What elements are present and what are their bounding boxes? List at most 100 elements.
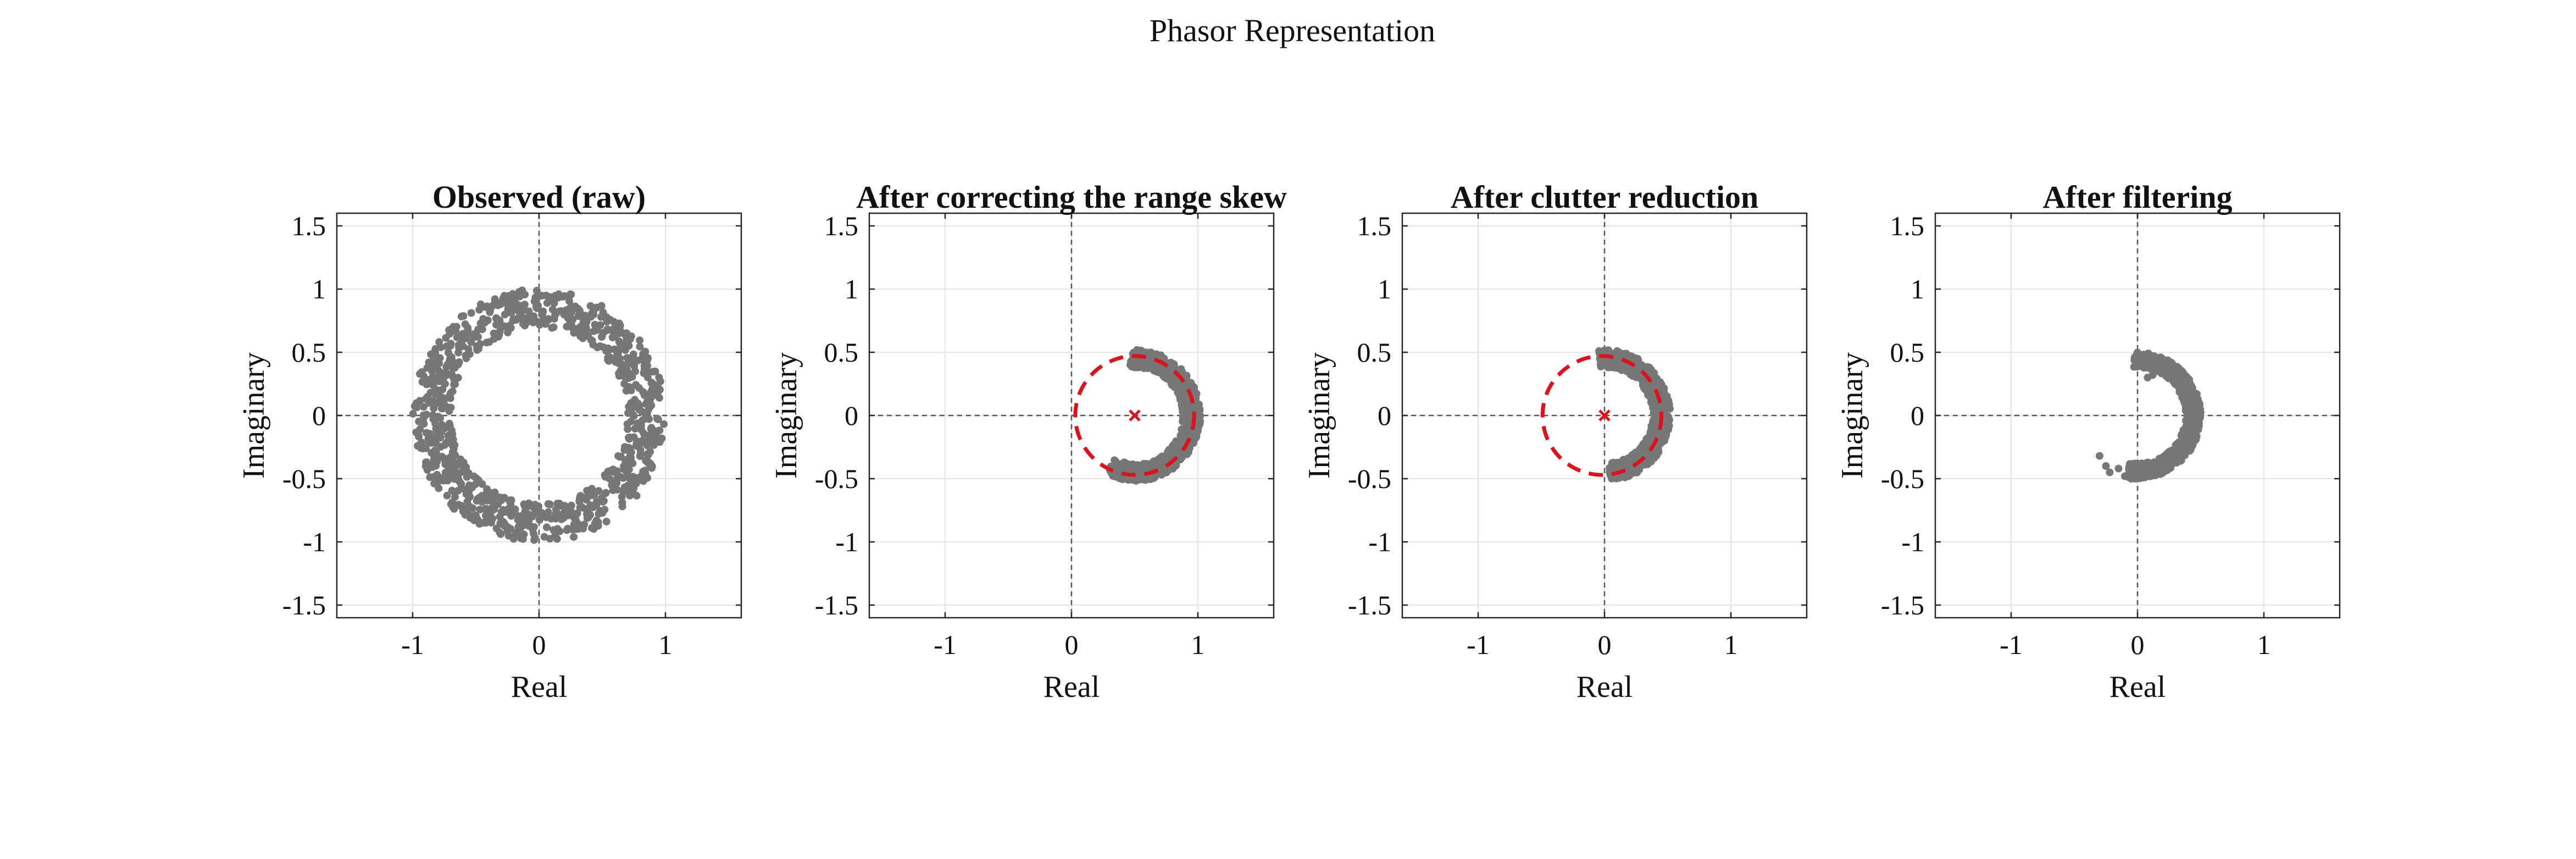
scatter-point xyxy=(655,373,663,381)
scatter-point xyxy=(447,500,455,508)
scatter-point xyxy=(1647,422,1656,430)
scatter-point xyxy=(568,317,576,325)
scatter-point xyxy=(2145,357,2153,365)
scatter-point xyxy=(1664,397,1673,405)
scatter-point xyxy=(482,339,491,347)
scatter-point xyxy=(459,312,468,320)
scatter-point xyxy=(620,369,628,378)
scatter-point xyxy=(423,466,431,474)
scatter-point xyxy=(454,473,462,481)
subplot-2: -1 0 1 1.5 1 0.5 0 -0.5 -1 -1.5 Real Imaginary After… xyxy=(769,179,1287,704)
x-axis-label: Real xyxy=(1043,670,1100,704)
scatter-point xyxy=(1175,436,1184,445)
scatter-point xyxy=(538,512,546,520)
scatter-point xyxy=(425,399,434,407)
scatter-point xyxy=(517,534,525,542)
scatter-point xyxy=(655,394,663,402)
scatter-point xyxy=(1185,431,1193,439)
scatter-point xyxy=(1120,474,1128,483)
scatter-point xyxy=(526,501,534,508)
scatter-point xyxy=(1187,383,1195,391)
scatter-point xyxy=(599,343,608,351)
scatter-point xyxy=(1180,398,1188,407)
scatter-point xyxy=(461,320,469,328)
scatter-point xyxy=(530,529,537,537)
scatter-point xyxy=(548,324,556,332)
scatter-point xyxy=(1650,405,1658,413)
scatter-point xyxy=(482,517,490,525)
scatter-point xyxy=(448,486,456,495)
scatter-point xyxy=(415,433,423,441)
scatter-point xyxy=(501,322,509,330)
scatter-point xyxy=(519,320,527,328)
scatter-point xyxy=(446,465,454,474)
scatter-point xyxy=(543,523,551,531)
y-tick-label: 0.5 xyxy=(1890,337,1925,368)
scatter-point xyxy=(485,506,493,514)
scatter-point xyxy=(476,519,484,527)
scatter-point xyxy=(643,368,652,376)
scatter-point xyxy=(2178,440,2186,448)
scatter-point xyxy=(540,315,548,323)
scatter-point xyxy=(576,492,585,500)
scatter-point xyxy=(449,435,457,444)
scatter-point xyxy=(470,472,478,480)
scatter-point xyxy=(536,321,544,329)
scatter-point xyxy=(636,342,644,351)
scatter-point xyxy=(501,311,509,319)
scatter-point xyxy=(1144,463,1152,472)
scatter-point xyxy=(511,505,519,513)
scatter-point xyxy=(416,370,424,378)
scatter-point xyxy=(2172,445,2180,453)
y-tick-label: -0.5 xyxy=(815,463,858,494)
x-tick-label: 1 xyxy=(1191,629,1205,660)
scatter-point xyxy=(459,342,467,350)
scatter-point xyxy=(582,325,591,334)
scatter-point xyxy=(543,299,551,307)
scatter-point xyxy=(454,348,463,357)
scatter-point xyxy=(443,491,451,500)
scatter-point xyxy=(1644,451,1652,459)
scatter-point xyxy=(478,480,486,488)
scatter-point xyxy=(637,473,646,481)
scatter-point xyxy=(2156,353,2164,362)
scatter-point xyxy=(618,502,626,511)
scatter-point xyxy=(463,473,471,481)
scatter-point xyxy=(557,511,565,519)
scatter-point xyxy=(601,471,609,479)
scatter-point xyxy=(539,307,547,315)
scatter-point xyxy=(2175,377,2183,385)
scatter-point xyxy=(629,411,637,419)
scatter-point xyxy=(448,448,457,456)
scatter-point xyxy=(445,348,452,357)
scatter-point xyxy=(486,305,495,313)
subplots: -1 0 1 1.5 1 0.5 0 -0.5 -1 -1.5 Real Imaginary Obser… xyxy=(237,179,2341,704)
scatter-point xyxy=(440,394,448,402)
scatter-point xyxy=(1167,363,1175,372)
scatter-point xyxy=(497,530,505,538)
scatter-point xyxy=(431,362,439,370)
y-tick-label: 0 xyxy=(845,400,858,431)
scatter-series xyxy=(409,286,668,544)
scatter-point xyxy=(2096,452,2103,460)
scatter-point xyxy=(492,314,501,323)
scatter-point xyxy=(529,318,537,326)
scatter-point xyxy=(2128,464,2136,473)
y-tick-label: 0 xyxy=(312,400,326,431)
y-tick-label: 1.5 xyxy=(1890,210,1925,241)
scatter-point xyxy=(647,392,656,400)
scatter-point xyxy=(2138,352,2146,360)
scatter-point xyxy=(1193,427,1202,435)
scatter-point xyxy=(489,492,497,500)
scatter-point xyxy=(612,331,620,339)
x-axis-label: Real xyxy=(511,670,568,704)
scatter-point xyxy=(636,452,644,461)
scatter-point xyxy=(2179,426,2188,434)
scatter-point xyxy=(2161,460,2169,468)
scatter-point xyxy=(492,524,501,533)
y-axis-label: Imaginary xyxy=(1835,352,1869,479)
scatter-point xyxy=(416,397,424,405)
scatter-point xyxy=(553,500,562,508)
scatter-point xyxy=(582,505,591,513)
scatter-point xyxy=(1629,372,1637,380)
